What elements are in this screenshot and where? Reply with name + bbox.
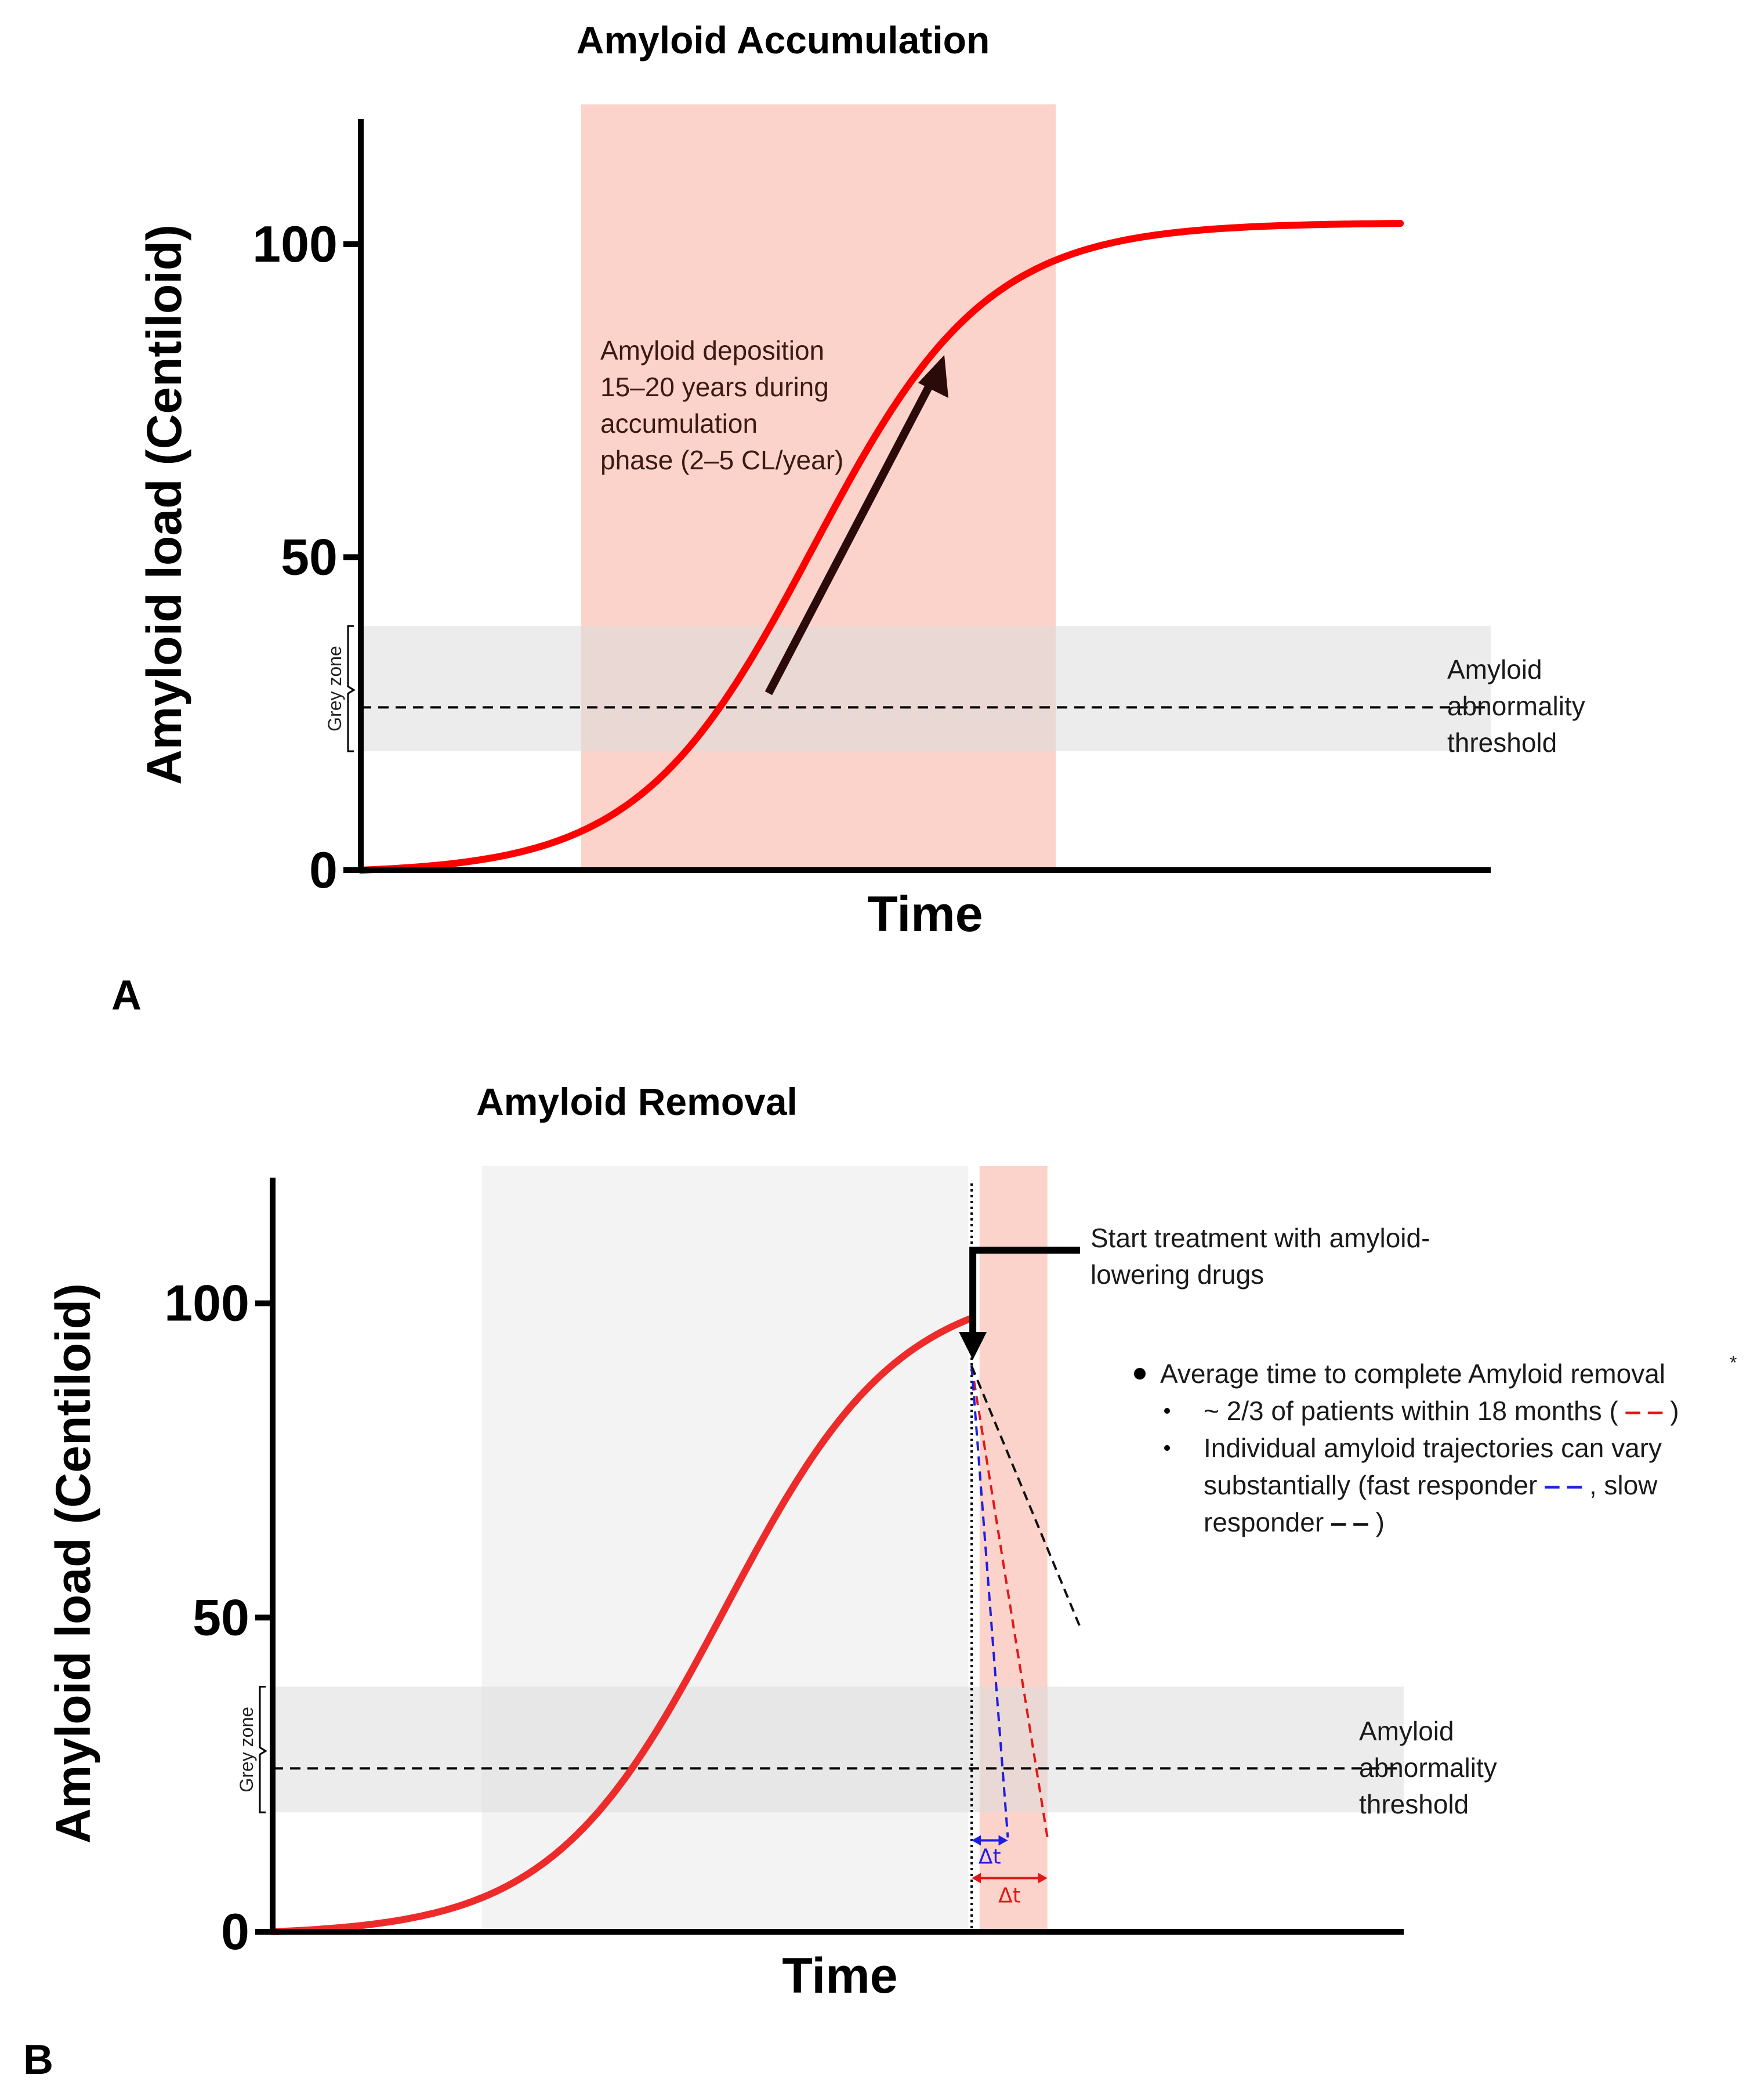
x-axis-label: Time <box>782 1948 897 2004</box>
legend-fast-swatch: ‒ ‒ <box>1544 1470 1589 1500</box>
treatment-label-line2: lowering drugs <box>1090 1259 1264 1290</box>
average-trajectory <box>970 1366 1049 1838</box>
grey-zone-label: Grey zone <box>236 1707 257 1793</box>
deposition-arrow-head <box>918 355 948 398</box>
legend-slow-swatch: ‒ ‒ <box>1331 1507 1376 1537</box>
bullet-sub2-close: ) <box>1376 1507 1385 1537</box>
deposition-annotation-line2: 15–20 years during <box>600 372 829 402</box>
y-tick-label: 100 <box>252 215 338 273</box>
y-axis-label: Amyloid load (Centiloid) <box>137 225 191 785</box>
y-tick-label: 50 <box>281 528 338 585</box>
accumulation-phase-band <box>581 104 1056 870</box>
delta-t-fast-head-right <box>998 1835 1008 1846</box>
threshold-label-line2: abnormality <box>1359 1753 1497 1783</box>
legend-average-swatch: ‒ ‒ <box>1618 1396 1671 1426</box>
bullet-sub1-main: ~ 2/3 of patients within 18 months ( <box>1204 1396 1618 1426</box>
amyloid-curve <box>269 1315 976 1935</box>
bullet-sub2-responder-text: responder <box>1204 1507 1331 1537</box>
bullet-sub2-line2: substantially (fast responder ‒ ‒ , slow <box>1204 1470 1658 1500</box>
delta-t-average-head-left <box>972 1873 981 1884</box>
delta-t-fast-head-left <box>972 1835 981 1846</box>
removal-notes: Average time to complete Amyloid removal… <box>1134 1352 1737 1537</box>
threshold-label-line1: Amyloid <box>1359 1716 1454 1746</box>
y-axis-label: Amyloid load (Centiloid) <box>46 1283 100 1844</box>
pre-treatment-band <box>481 1166 969 1932</box>
panel-label-a: A <box>111 972 142 1019</box>
y-ticks: 0 50 100 <box>252 215 361 899</box>
deposition-annotation-line3: accumulation <box>600 408 758 439</box>
fast-responder-trajectory <box>970 1366 1009 1838</box>
delta-t-average-label: Δt <box>998 1884 1021 1908</box>
treatment-band <box>979 1166 1048 1932</box>
grey-zone-band <box>361 626 1491 751</box>
bullet-sub2-line1: Individual amyloid trajectories can vary <box>1204 1433 1662 1463</box>
delta-t-markers <box>972 1835 1048 1884</box>
threshold-label-line3: threshold <box>1447 727 1557 758</box>
panel-b-title: Amyloid Removal <box>476 1080 798 1123</box>
bullet-sub2-slow-text: , slow <box>1589 1470 1658 1500</box>
y-tick-label: 100 <box>164 1275 249 1332</box>
deposition-annotation-line4: phase (2–5 CL/year) <box>600 445 843 475</box>
panel-a-title: Amyloid Accumulation <box>577 19 990 61</box>
bullet-main <box>1134 1368 1146 1380</box>
bullet-sub2 <box>1164 1445 1170 1451</box>
delta-t-average-head-right <box>1038 1873 1048 1884</box>
treatment-label-line1: Start treatment with amyloid- <box>1090 1223 1430 1253</box>
deposition-arrow <box>765 375 938 696</box>
threshold-label-line1: Amyloid <box>1447 654 1542 685</box>
bullet-sub1 <box>1164 1408 1170 1414</box>
bullet-sub1-text: ~ 2/3 of patients within 18 months ( ‒ ‒… <box>1204 1396 1679 1426</box>
grey-zone-label: Grey zone <box>324 646 345 732</box>
threshold-label-line2: abnormality <box>1447 691 1585 721</box>
threshold-label-line3: threshold <box>1359 1789 1469 1819</box>
y-tick-label: 0 <box>221 1903 249 1960</box>
deposition-annotation-line1: Amyloid deposition <box>600 335 824 365</box>
grey-zone-bracket <box>347 625 356 752</box>
bullet-sub1-close: ) <box>1670 1396 1679 1426</box>
panel-label-b: B <box>23 2037 53 2083</box>
bullet-main-asterisk: * <box>1730 1352 1737 1373</box>
grey-zone-band <box>273 1686 1404 1813</box>
slow-responder-trajectory <box>970 1366 1083 1631</box>
bullet-main-text: Average time to complete Amyloid removal <box>1160 1359 1665 1389</box>
delta-t-fast-label: Δt <box>979 1845 1001 1869</box>
panel-a-chart: Amyloid Accumulation Grey zone Amyloid d… <box>111 19 1585 1019</box>
bullet-sub2-fast-text: substantially (fast responder <box>1204 1470 1545 1500</box>
panel-b-chart: Amyloid Removal Grey zone Δt Δt Start tr… <box>23 1080 1737 2083</box>
amyloid-accumulation-curve <box>357 220 1404 874</box>
y-tick-label: 50 <box>193 1588 249 1646</box>
treatment-arrow-head <box>959 1332 987 1360</box>
grey-zone-bracket <box>259 1686 267 1813</box>
treatment-arrow <box>969 1247 1080 1334</box>
y-tick-label: 0 <box>309 841 338 899</box>
x-axis-label: Time <box>867 886 983 942</box>
bullet-sub2-line3: responder ‒ ‒ ) <box>1204 1507 1385 1537</box>
y-ticks: 0 50 100 <box>164 1275 273 1960</box>
